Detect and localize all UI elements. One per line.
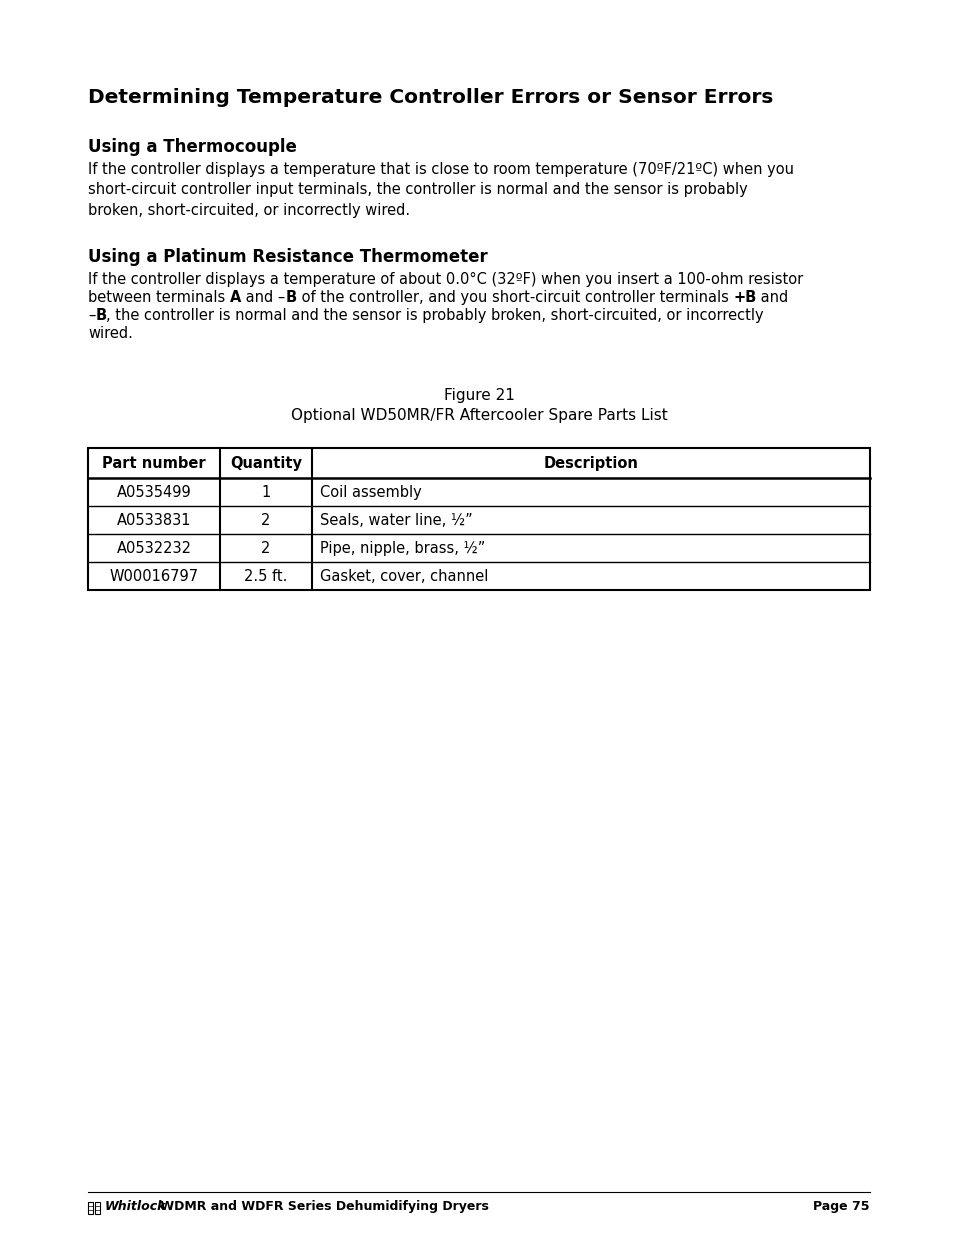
Bar bbox=[95, 1202, 100, 1214]
Text: wired.: wired. bbox=[88, 326, 132, 341]
Text: and –: and – bbox=[241, 290, 285, 305]
Text: A0533831: A0533831 bbox=[116, 513, 191, 529]
Bar bbox=[88, 448, 869, 590]
Text: between terminals: between terminals bbox=[88, 290, 230, 305]
Text: Determining Temperature Controller Errors or Sensor Errors: Determining Temperature Controller Error… bbox=[88, 88, 773, 107]
Text: Gasket, cover, channel: Gasket, cover, channel bbox=[319, 569, 488, 584]
Text: Part number: Part number bbox=[102, 456, 206, 471]
Text: W00016797: W00016797 bbox=[110, 569, 198, 584]
Text: If the controller displays a temperature of about 0.0°C (32ºF) when you insert a: If the controller displays a temperature… bbox=[88, 272, 802, 287]
Text: B: B bbox=[95, 308, 107, 324]
Text: If the controller displays a temperature that is close to room temperature (70ºF: If the controller displays a temperature… bbox=[88, 162, 793, 217]
Text: Page 75: Page 75 bbox=[813, 1200, 869, 1213]
Text: 1: 1 bbox=[261, 485, 271, 500]
Text: Pipe, nipple, brass, ½”: Pipe, nipple, brass, ½” bbox=[319, 541, 485, 556]
Text: A: A bbox=[230, 290, 241, 305]
Text: Using a Thermocouple: Using a Thermocouple bbox=[88, 138, 296, 156]
Text: of the controller, and you short-circuit controller terminals: of the controller, and you short-circuit… bbox=[296, 290, 732, 305]
Text: Seals, water line, ½”: Seals, water line, ½” bbox=[319, 513, 473, 529]
Text: Figure 21: Figure 21 bbox=[443, 388, 514, 403]
Text: –: – bbox=[88, 308, 95, 324]
Text: Whitlock: Whitlock bbox=[105, 1200, 167, 1213]
Text: Coil assembly: Coil assembly bbox=[319, 485, 421, 500]
Text: +B: +B bbox=[732, 290, 756, 305]
Text: A0532232: A0532232 bbox=[116, 541, 192, 556]
Text: B: B bbox=[285, 290, 296, 305]
Text: 2.5 ft.: 2.5 ft. bbox=[244, 569, 288, 584]
Text: A0535499: A0535499 bbox=[116, 485, 192, 500]
Text: Quantity: Quantity bbox=[230, 456, 302, 471]
Text: Using a Platinum Resistance Thermometer: Using a Platinum Resistance Thermometer bbox=[88, 248, 487, 266]
Text: 2: 2 bbox=[261, 513, 271, 529]
Text: , the controller is normal and the sensor is probably broken, short-circuited, o: , the controller is normal and the senso… bbox=[107, 308, 763, 324]
Text: and: and bbox=[756, 290, 788, 305]
Text: Optional WD50MR/FR Aftercooler Spare Parts List: Optional WD50MR/FR Aftercooler Spare Par… bbox=[291, 408, 667, 424]
Text: WDMR and WDFR Series Dehumidifying Dryers: WDMR and WDFR Series Dehumidifying Dryer… bbox=[156, 1200, 488, 1213]
Bar bbox=[88, 1202, 92, 1214]
Text: 2: 2 bbox=[261, 541, 271, 556]
Text: Description: Description bbox=[543, 456, 638, 471]
